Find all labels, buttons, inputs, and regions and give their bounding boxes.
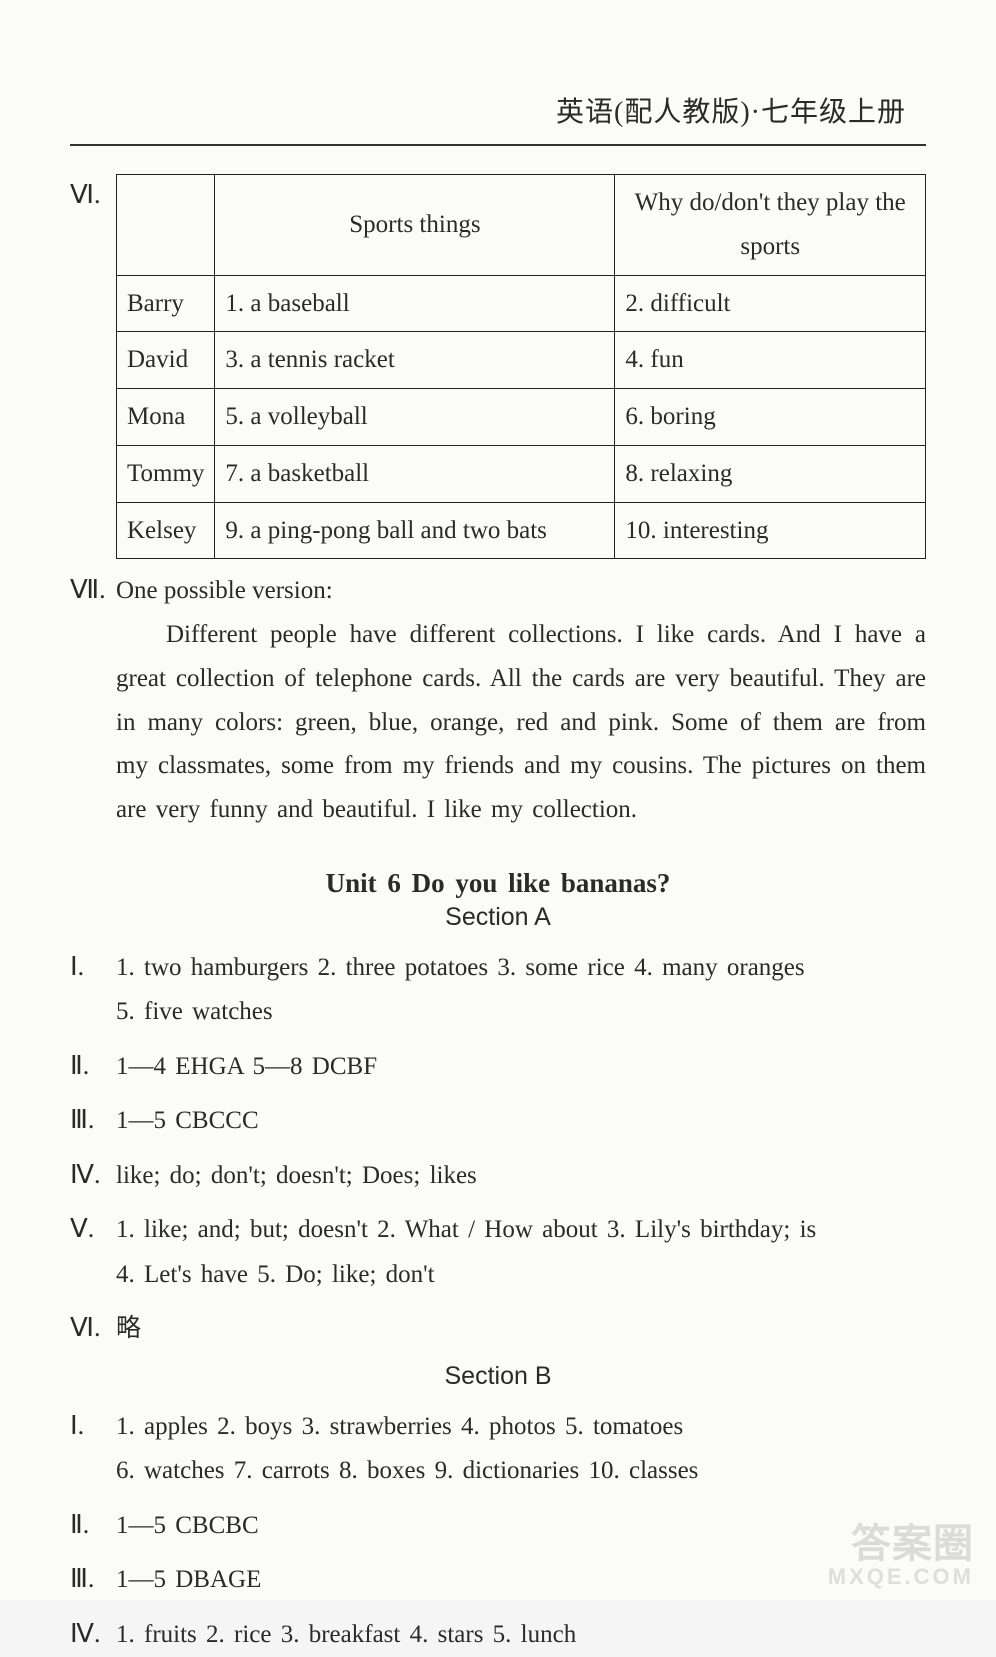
sa-ii-text: 1—4 EHGA 5—8 DCBF	[116, 1045, 926, 1090]
cell-why: 10. interesting	[615, 502, 926, 559]
th-blank	[117, 175, 215, 276]
sa-vi: Ⅵ. 略	[70, 1307, 926, 1352]
sa-v-body: 1. like; and; but; doesn't 2. What / How…	[116, 1208, 926, 1297]
cell-thing: 7. a basketball	[215, 445, 615, 502]
sa-i-line2: 5. five watches	[116, 990, 926, 1035]
section-vi: Ⅵ. Sports things Why do/don't they play …	[70, 174, 926, 559]
sb-iv: Ⅳ. 1. fruits 2. rice 3. breakfast 4. sta…	[70, 1613, 926, 1657]
cell-why: 8. relaxing	[615, 445, 926, 502]
sb-i-line2: 6. watches 7. carrots 8. boxes 9. dictio…	[116, 1449, 926, 1494]
sa-iii: Ⅲ. 1—5 CBCCC	[70, 1099, 926, 1144]
table-row: Mona 5. a volleyball 6. boring	[117, 389, 926, 446]
sb-iii: Ⅲ. 1—5 DBAGE	[70, 1558, 926, 1603]
page-header-title: 英语(配人教版)·七年级上册	[70, 90, 926, 130]
sb-i-line1: 1. apples 2. boys 3. strawberries 4. pho…	[116, 1405, 926, 1450]
sa-i-body: 1. two hamburgers 2. three potatoes 3. s…	[116, 946, 926, 1035]
sa-iv-text: like; do; don't; doesn't; Does; likes	[116, 1154, 926, 1199]
sa-v-line1: 1. like; and; but; doesn't 2. What / How…	[116, 1208, 926, 1253]
sb-ii: Ⅱ. 1—5 CBCBC	[70, 1504, 926, 1549]
roman-ii-b: Ⅱ.	[70, 1504, 116, 1546]
roman-i: Ⅰ.	[70, 946, 116, 988]
cell-why: 6. boring	[615, 389, 926, 446]
watermark: 答案圈 MXQE.COM	[828, 1524, 974, 1588]
sa-i-line1: 1. two hamburgers 2. three potatoes 3. s…	[116, 946, 926, 991]
roman-iii: Ⅲ.	[70, 1099, 116, 1141]
cell-name: Tommy	[117, 445, 215, 502]
table-row: Tommy 7. a basketball 8. relaxing	[117, 445, 926, 502]
table-row: Kelsey 9. a ping-pong ball and two bats …	[117, 502, 926, 559]
unit6-title: Unit 6 Do you like bananas?	[70, 868, 926, 899]
cell-why: 2. difficult	[615, 275, 926, 332]
roman-vi-a: Ⅵ.	[70, 1307, 116, 1349]
header-rule	[70, 144, 926, 146]
th-why: Why do/don't they play the sports	[615, 175, 926, 276]
sa-v-line2: 4. Let's have 5. Do; like; don't	[116, 1253, 926, 1298]
roman-iv: Ⅳ.	[70, 1154, 116, 1196]
cell-name: David	[117, 332, 215, 389]
sa-ii: Ⅱ. 1—4 EHGA 5—8 DCBF	[70, 1045, 926, 1090]
roman-ii: Ⅱ.	[70, 1045, 116, 1087]
roman-vii: Ⅶ.	[70, 569, 116, 611]
roman-vi: Ⅵ.	[70, 174, 116, 216]
passage-text: Different people have different collecti…	[116, 613, 926, 832]
watermark-main: 答案圈	[851, 1522, 974, 1566]
sa-iii-text: 1—5 CBCCC	[116, 1099, 926, 1144]
cell-name: Kelsey	[117, 502, 215, 559]
cell-thing: 5. a volleyball	[215, 389, 615, 446]
cell-thing: 1. a baseball	[215, 275, 615, 332]
sb-ii-text: 1—5 CBCBC	[116, 1504, 926, 1549]
th-things: Sports things	[215, 175, 615, 276]
section-vi-body: Sports things Why do/don't they play the…	[116, 174, 926, 559]
sa-v: Ⅴ. 1. like; and; but; doesn't 2. What / …	[70, 1208, 926, 1297]
sa-i: Ⅰ. 1. two hamburgers 2. three potatoes 3…	[70, 946, 926, 1035]
roman-iii-b: Ⅲ.	[70, 1558, 116, 1600]
sb-iii-text: 1—5 DBAGE	[116, 1558, 926, 1603]
cell-name: Barry	[117, 275, 215, 332]
roman-v: Ⅴ.	[70, 1208, 116, 1250]
cell-why: 4. fun	[615, 332, 926, 389]
sb-i: Ⅰ. 1. apples 2. boys 3. strawberries 4. …	[70, 1405, 926, 1494]
possible-version-lead: One possible version:	[116, 569, 926, 613]
sb-i-body: 1. apples 2. boys 3. strawberries 4. pho…	[116, 1405, 926, 1494]
watermark-sub: MXQE.COM	[828, 1566, 974, 1588]
page: 英语(配人教版)·七年级上册 Ⅵ. Sports things Why do/d…	[0, 0, 996, 1600]
cell-thing: 3. a tennis racket	[215, 332, 615, 389]
section-vii-body: One possible version: Different people h…	[116, 569, 926, 832]
roman-iv-b: Ⅳ.	[70, 1613, 116, 1655]
roman-i-b: Ⅰ.	[70, 1405, 116, 1447]
cell-name: Mona	[117, 389, 215, 446]
section-vii: Ⅶ. One possible version: Different peopl…	[70, 569, 926, 832]
cell-thing: 9. a ping-pong ball and two bats	[215, 502, 615, 559]
section-a-label: Section A	[70, 903, 926, 932]
sports-table: Sports things Why do/don't they play the…	[116, 174, 926, 559]
sa-vi-text: 略	[116, 1307, 926, 1352]
section-b-label: Section B	[70, 1362, 926, 1391]
sa-iv: Ⅳ. like; do; don't; doesn't; Does; likes	[70, 1154, 926, 1199]
table-row: David 3. a tennis racket 4. fun	[117, 332, 926, 389]
sports-table-header-row: Sports things Why do/don't they play the…	[117, 175, 926, 276]
sb-iv-text: 1. fruits 2. rice 3. breakfast 4. stars …	[116, 1613, 926, 1657]
table-row: Barry 1. a baseball 2. difficult	[117, 275, 926, 332]
